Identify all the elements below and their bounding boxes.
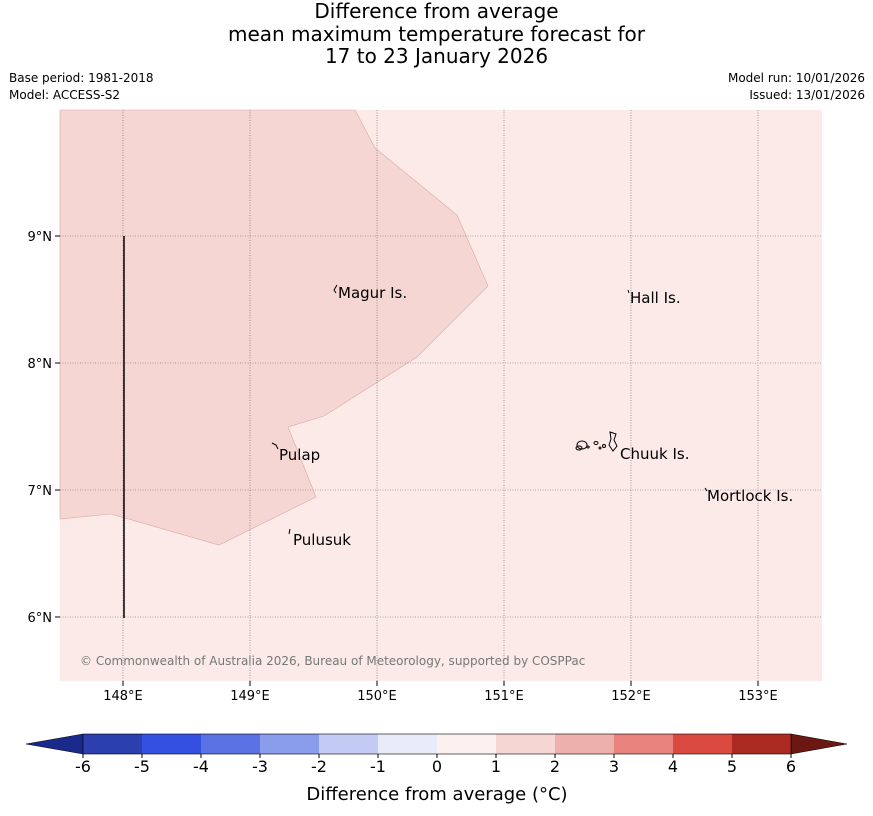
base-period: Base period: 1981-2018 bbox=[9, 71, 154, 85]
island-pulap bbox=[271, 442, 279, 450]
colorbar-bin-9 bbox=[555, 734, 614, 754]
colorbar-tick-label-1: -5 bbox=[134, 757, 150, 776]
lon-label-151: 151°E bbox=[484, 689, 524, 704]
place-hall: Hall Is. bbox=[630, 289, 681, 307]
chart-title: Difference from average mean maximum tem… bbox=[0, 0, 873, 68]
lat-label-7: 7°N bbox=[28, 484, 53, 499]
meta-left: Base period: 1981-2018 Model: ACCESS-S2 bbox=[9, 70, 154, 104]
place-chuuk: Chuuk Is. bbox=[620, 445, 689, 463]
colorbar-bin-6 bbox=[378, 734, 437, 754]
colorbar-bin-12 bbox=[732, 734, 791, 754]
place-pulusuk: Pulusuk bbox=[293, 531, 351, 549]
colorbar-bin-4 bbox=[260, 734, 319, 754]
colorbar-tick-label-5: -1 bbox=[370, 757, 386, 776]
colorbar-ticks bbox=[82, 754, 792, 758]
colorbar-tick-label-4: -2 bbox=[311, 757, 327, 776]
colorbar-tick-label-2: -4 bbox=[193, 757, 209, 776]
colorbar-label: Difference from average (°C) bbox=[306, 784, 567, 805]
island-outlines bbox=[271, 284, 708, 535]
island-pulusuk bbox=[288, 528, 291, 535]
island-hall bbox=[627, 289, 630, 294]
gridlines bbox=[60, 110, 822, 681]
title-line-3: 17 to 23 January 2026 bbox=[324, 44, 549, 68]
lon-label-152: 152°E bbox=[611, 689, 651, 704]
meta-right: Model run: 10/01/2026 Issued: 13/01/2026 bbox=[728, 70, 865, 104]
colorbar-tick-label-9: 3 bbox=[609, 757, 619, 776]
lat-label-8: 8°N bbox=[28, 357, 53, 372]
colorbar-tick-label-12: 6 bbox=[786, 757, 796, 776]
colorbar-tick-label-7: 1 bbox=[491, 757, 501, 776]
issued-date: Issued: 13/01/2026 bbox=[749, 88, 865, 102]
axis-ticks bbox=[55, 235, 759, 686]
lon-label-148: 148°E bbox=[103, 689, 143, 704]
island-chuuk bbox=[575, 431, 618, 452]
colorbar-bin-8 bbox=[496, 734, 555, 754]
model-run: Model run: 10/01/2026 bbox=[727, 71, 865, 85]
colorbar: -6 -5 -4 -3 -2 -1 0 1 2 3 4 5 6 Differen… bbox=[25, 733, 848, 805]
colorbar-bin-1 bbox=[83, 734, 142, 754]
model-name: Model: ACCESS-S2 bbox=[9, 88, 121, 102]
colorbar-tick-label-0: -6 bbox=[75, 757, 91, 776]
colorbar-tick-label-6: 0 bbox=[432, 757, 442, 776]
lat-label-9: 9°N bbox=[28, 230, 53, 245]
title-line-1: Difference from average bbox=[314, 0, 559, 23]
copyright-notice: © Commonwealth of Australia 2026, Bureau… bbox=[80, 654, 585, 668]
colorbar-bin-7 bbox=[437, 734, 496, 754]
colorbar-bin-11 bbox=[673, 734, 732, 754]
colorbar-over-arrow bbox=[790, 733, 848, 755]
colorbar-tick-label-3: -3 bbox=[252, 757, 268, 776]
colorbar-under-arrow bbox=[25, 733, 84, 755]
colorbar-tick-label-11: 5 bbox=[727, 757, 737, 776]
lon-label-153: 153°E bbox=[738, 689, 778, 704]
place-magur: Magur Is. bbox=[338, 284, 407, 302]
colorbar-bin-2 bbox=[142, 734, 201, 754]
colorbar-tick-label-8: 2 bbox=[550, 757, 560, 776]
place-pulap: Pulap bbox=[279, 446, 320, 464]
lon-label-150: 150°E bbox=[357, 689, 397, 704]
island-magur bbox=[333, 284, 338, 294]
lat-label-6: 6°N bbox=[28, 611, 53, 626]
colorbar-bin-5 bbox=[319, 734, 378, 754]
colorbar-tick-label-10: 4 bbox=[668, 757, 678, 776]
title-line-2: mean maximum temperature forecast for bbox=[227, 21, 645, 46]
colorbar-bin-3 bbox=[201, 734, 260, 754]
lon-label-149: 149°E bbox=[230, 689, 270, 704]
island-mortlock bbox=[704, 487, 708, 492]
colorbar-bin-10 bbox=[614, 734, 673, 754]
place-mortlock: Mortlock Is. bbox=[707, 487, 793, 505]
anomaly-region bbox=[59, 109, 489, 546]
